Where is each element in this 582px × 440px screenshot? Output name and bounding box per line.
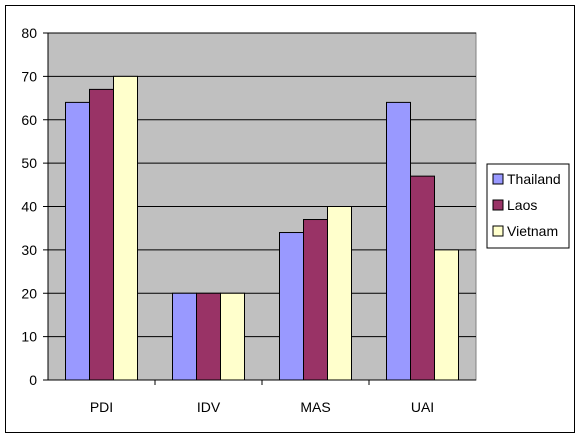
y-tick-label: 70 <box>21 68 37 84</box>
legend-label-vietnam: Vietnam <box>507 223 558 239</box>
x-tick-label: MAS <box>300 399 330 415</box>
bars <box>65 75 459 381</box>
legend-swatch-thailand <box>492 173 504 185</box>
x-tick-label: UAI <box>411 399 434 415</box>
bar-vietnam-idv <box>220 292 245 381</box>
bar-laos-uai <box>410 175 435 381</box>
bar-thailand-uai <box>386 101 411 381</box>
bar-vietnam-pdi <box>113 75 138 381</box>
legend-swatch-laos <box>492 199 504 211</box>
x-tick-label: IDV <box>197 399 221 415</box>
bar-thailand-idv <box>172 292 197 381</box>
y-tick-label: 20 <box>21 285 37 301</box>
x-tick-label: PDI <box>90 399 113 415</box>
y-tick-label: 80 <box>21 25 37 41</box>
bar-laos-mas <box>303 219 328 381</box>
y-tick-label: 0 <box>29 372 37 388</box>
y-tick-label: 40 <box>21 199 37 215</box>
y-tick-label: 60 <box>21 112 37 128</box>
y-tick-labels: 0 10 20 30 40 50 60 70 80 <box>21 25 37 388</box>
y-tick-label: 10 <box>21 329 37 345</box>
bar-vietnam-mas <box>327 206 352 381</box>
y-tick-label: 30 <box>21 242 37 258</box>
bar-thailand-mas <box>279 232 304 381</box>
bar-thailand-pdi <box>65 101 90 381</box>
bar-laos-idv <box>196 292 221 381</box>
x-tick-labels: PDI IDV MAS UAI <box>90 399 434 415</box>
legend-label-thailand: Thailand <box>507 171 561 187</box>
bar-laos-pdi <box>89 88 114 381</box>
legend: Thailand Laos Vietnam <box>486 163 570 249</box>
legend-label-laos: Laos <box>507 197 537 213</box>
y-tick-label: 50 <box>21 155 37 171</box>
axes <box>43 32 476 385</box>
legend-swatch-vietnam <box>492 225 504 237</box>
bar-vietnam-uai <box>434 249 459 381</box>
